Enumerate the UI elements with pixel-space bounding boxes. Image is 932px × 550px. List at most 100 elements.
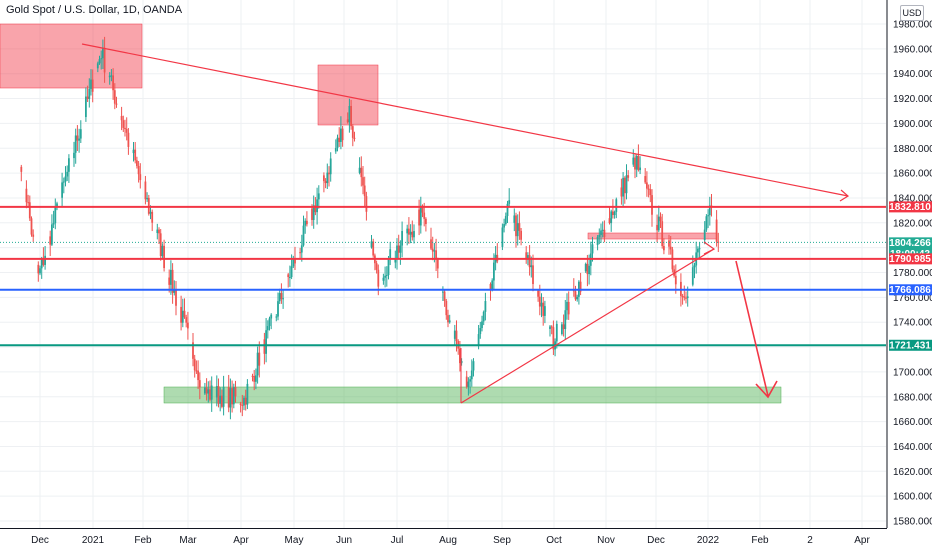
time-tick-label: Jul [391,535,404,546]
candle-body [193,358,196,371]
candle-body [204,387,206,394]
price-tick-label: 1640.000 [893,442,932,453]
candle-body [674,275,677,285]
time-tick-label: 2 [807,535,813,546]
price-tick-label: 1820.000 [893,218,932,229]
candle-body [256,352,259,376]
candle-body [703,229,706,241]
price-axis-ticks: 1980.000 1960.000 1940.000 1920.000 1900.000… [893,20,932,528]
candle-body [181,310,184,323]
candle-body [163,245,165,269]
candle-body [620,187,623,197]
price-tick-label: 1620.000 [893,467,932,478]
candle-body [66,171,69,177]
candle-body [413,231,415,238]
price-tick-label: 1660.000 [893,417,932,428]
candle-body [470,370,473,380]
currency-button[interactable]: USD [900,5,924,21]
candle-body [625,175,628,194]
candle-body [596,237,599,246]
candle-body [401,231,403,246]
candle-body [195,370,198,372]
candle-body [683,296,686,298]
levels-layer [0,205,886,347]
candle-body [353,137,356,139]
price-tags-layer: 1832.8101804.26618:00:431790.9851766.086… [889,201,932,352]
candle-body [644,176,647,183]
candle-body [408,228,410,235]
candle-body [338,137,341,142]
candle-body [62,181,65,183]
candle-body [136,160,138,166]
candle-body [90,79,92,89]
candle-body [430,239,432,249]
candle-body [651,195,653,215]
price-tick-label: 1900.000 [893,119,932,130]
candle-body [612,211,614,216]
candle-body [290,266,293,278]
candle-body [207,389,210,394]
candle-body [25,188,28,203]
candle-body [600,230,602,235]
candle-body [459,348,461,364]
candle-body [306,220,308,225]
projection-arrowhead [755,380,778,399]
candle-body [586,263,589,275]
price-tick-label: 1980.000 [893,20,932,31]
candle-body [406,228,409,234]
candle-body [622,177,624,197]
candle-body [326,172,329,184]
price-tick-label: 1580.000 [893,517,932,528]
price-tag-value: 1766.086 [889,285,931,296]
candle-body [52,223,55,225]
candle-body [668,240,670,247]
candle-body [615,199,618,212]
candle-body [120,115,123,121]
candle-body [661,221,664,247]
time-tick-label: Feb [134,535,152,546]
candle-body [542,302,545,316]
candle-body [328,172,330,175]
candle-body [86,96,89,99]
candle-body [362,177,364,186]
time-tick-label: Dec [31,535,49,546]
candle-body [516,223,519,237]
candle-body [98,59,101,64]
candle-body [708,205,711,216]
candle-body [448,320,451,323]
candle-body [489,283,492,289]
candle-body [275,316,278,318]
candle-body [340,128,342,142]
candle-body [455,330,458,342]
candle-body [443,291,446,302]
candle-body [484,301,487,312]
candle-body [637,156,640,171]
candle-body [125,129,128,133]
time-tick-label: Mar [179,535,197,546]
candle-body [472,361,475,371]
time-axis-ticks: Dec 2021 Feb Mar Apr May Jun Jul Aug Sep Oct Nov Dec… [31,535,870,546]
candle-body [32,234,35,237]
supply-zone-left [0,23,143,89]
candle-body [419,205,422,226]
candle-body [350,105,352,127]
candle-body [370,241,373,248]
candle-body [435,250,437,260]
candle-body [384,275,386,278]
price-tick-label: 1760.000 [893,293,932,304]
candle-body [425,218,427,225]
candle-body [715,219,718,242]
candle-body [525,252,528,260]
candle-body [96,63,99,69]
candle-body [646,182,648,189]
candle-body [528,255,531,268]
candle-body [418,209,420,226]
candle-body [549,326,551,329]
candle-body [375,263,378,270]
time-tick-label: Feb [751,535,769,546]
candle-body [447,315,449,323]
candle-body [515,215,517,237]
candle-body [465,376,468,387]
candle-body [584,263,587,272]
